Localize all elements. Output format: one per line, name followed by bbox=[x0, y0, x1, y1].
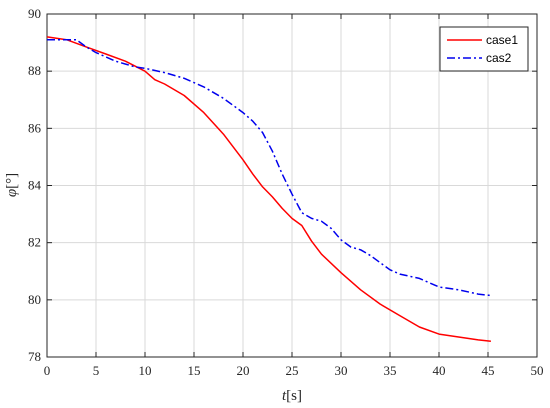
y-axis-label: φ[°] bbox=[4, 173, 20, 197]
x-tick-label: 15 bbox=[188, 363, 201, 378]
x-tick-label: 35 bbox=[384, 363, 397, 378]
x-tick-label: 25 bbox=[286, 363, 299, 378]
series-line-case1 bbox=[46, 36, 491, 343]
y-tick-label: 86 bbox=[28, 120, 42, 135]
x-axis-unit: [s] bbox=[286, 388, 302, 404]
series-lines bbox=[46, 36, 491, 343]
legend-label-cas2: cas2 bbox=[486, 51, 512, 65]
x-tick-label: 45 bbox=[482, 363, 495, 378]
legend: case1 cas2 bbox=[439, 26, 529, 72]
x-tick-label: 40 bbox=[433, 363, 446, 378]
series-line-cas2 bbox=[47, 38, 491, 297]
y-tick-label: 82 bbox=[28, 235, 41, 250]
legend-label-case1: case1 bbox=[486, 33, 518, 47]
x-axis-var: t bbox=[282, 388, 287, 404]
y-tick-label: 84 bbox=[28, 178, 42, 193]
y-tick-label: 88 bbox=[28, 63, 41, 78]
x-tick-label: 50 bbox=[531, 363, 544, 378]
axis-ticks: 0 5 10 15 20 25 30 35 40 45 50 78 80 82 84 86 88 90 bbox=[28, 6, 544, 378]
y-tick-label: 80 bbox=[28, 292, 41, 307]
x-tick-label: 20 bbox=[237, 363, 250, 378]
x-tick-label: 30 bbox=[335, 363, 348, 378]
y-axis-unit: [°] bbox=[4, 173, 20, 189]
x-tick-label: 5 bbox=[93, 363, 100, 378]
y-tick-label: 90 bbox=[28, 6, 41, 21]
x-tick-label: 10 bbox=[139, 363, 152, 378]
y-tick-label: 78 bbox=[28, 349, 41, 364]
x-tick-label: 0 bbox=[44, 363, 51, 378]
y-axis-var: φ bbox=[4, 189, 20, 197]
x-axis-label: t[s] bbox=[282, 388, 302, 404]
legend-box bbox=[439, 26, 529, 72]
